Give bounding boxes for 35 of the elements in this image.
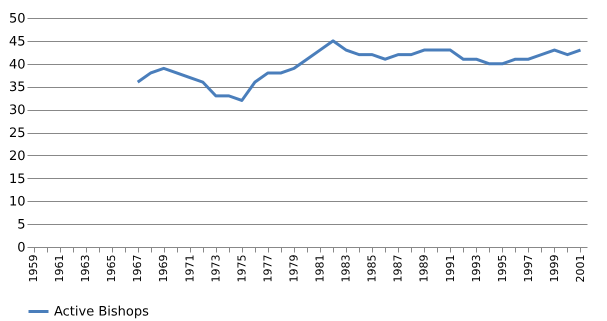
x-tick-label: 1987 (392, 254, 405, 282)
line-series (136, 39, 582, 102)
x-tick-label: 1967 (131, 254, 144, 282)
y-tick-label: 40 (8, 57, 26, 72)
x-tick-label: 1983 (340, 254, 353, 282)
x-tick-label: 1969 (157, 254, 170, 282)
y-tick-label: 15 (8, 172, 26, 187)
y-tick-label: 25 (8, 126, 26, 141)
y-tick-label: 45 (8, 34, 26, 50)
x-tick-label: 1973 (209, 254, 222, 282)
y-tick-label: 0 (17, 240, 26, 256)
y-tick-label: 50 (8, 12, 26, 26)
x-tick-label: 1993 (470, 254, 483, 282)
x-tick-label: 1965 (105, 254, 118, 282)
x-tick-label: 1961 (53, 254, 66, 282)
y-tick-label: 35 (8, 80, 26, 96)
x-tick-label: 1959 (27, 254, 40, 282)
x-tick-label: 1991 (444, 254, 457, 282)
x-tick-label: 1995 (496, 254, 509, 282)
x-tick-label: 1975 (235, 254, 248, 282)
x-tick-label: 1963 (79, 254, 92, 282)
y-tick-label: 10 (8, 194, 26, 210)
x-tick-label: 1977 (261, 254, 274, 282)
x-tick-label: 1971 (183, 254, 196, 282)
x-tick-label: 1985 (366, 254, 379, 282)
x-tick-label: 1981 (314, 254, 327, 282)
x-tick-label: 1979 (287, 254, 300, 282)
y-tick-label: 5 (17, 218, 26, 233)
x-tick-label: 1989 (418, 254, 431, 282)
x-tick-label: 1999 (548, 254, 561, 282)
x-tick-label: 2001 (574, 254, 587, 282)
y-tick-label: 20 (8, 148, 26, 164)
legend-label: Active Bishops (54, 304, 150, 320)
x-tick-label: 1997 (522, 254, 535, 282)
y-tick-label: 30 (8, 103, 26, 118)
